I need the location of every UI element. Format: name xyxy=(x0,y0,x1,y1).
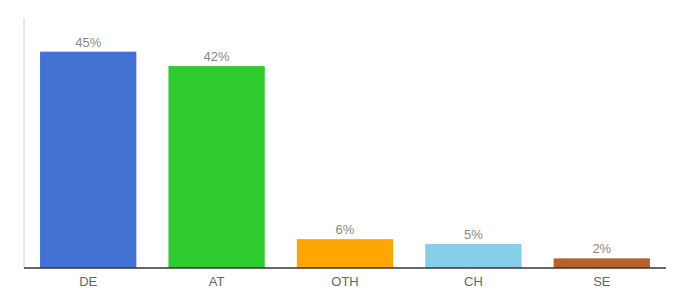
bar xyxy=(425,244,521,268)
x-axis xyxy=(24,267,666,269)
bars xyxy=(40,52,650,268)
x-tick-label: DE xyxy=(79,274,97,289)
y-axis xyxy=(24,18,25,268)
x-tick-label: OTH xyxy=(331,274,358,289)
x-tick-label: SE xyxy=(593,274,611,289)
data-label: 45% xyxy=(75,35,101,50)
data-label: 42% xyxy=(204,49,230,64)
chart-container: DE AT OTH CH SE 45% 42% 6% 5% 2% xyxy=(0,0,680,300)
data-label: 2% xyxy=(592,241,611,256)
bar xyxy=(297,239,393,268)
x-tick-label: CH xyxy=(464,274,483,289)
x-tick-label: AT xyxy=(209,274,225,289)
bar xyxy=(554,258,650,268)
data-label: 5% xyxy=(464,227,483,242)
data-label: 6% xyxy=(336,222,355,237)
bar xyxy=(168,66,264,268)
bar xyxy=(40,52,136,268)
chart: DE AT OTH CH SE 45% 42% 6% 5% 2% xyxy=(0,0,680,300)
